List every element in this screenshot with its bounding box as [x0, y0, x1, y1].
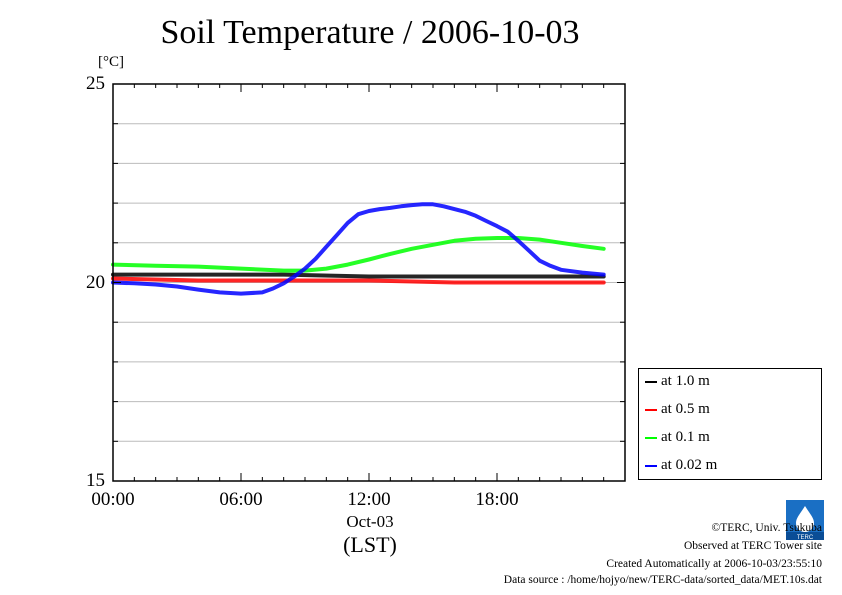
legend-label-01m: at 0.1 m: [661, 429, 710, 445]
x-tick-label: 00:00: [91, 489, 135, 510]
y-tick-label: 20: [86, 271, 105, 293]
logo-text: TERC: [797, 535, 814, 540]
legend-swatch-002m: [645, 464, 657, 467]
legend-swatch-1m: [645, 380, 657, 383]
footer-copyright: ©TERC, Univ. Tsukuba: [711, 522, 822, 534]
axes: [112, 83, 626, 482]
series-line-3: [111, 236, 606, 273]
x-tick-label: 12:00: [347, 489, 391, 510]
y-unit-label: [°C]: [98, 54, 124, 70]
x-tick-label: 06:00: [219, 489, 263, 510]
legend-label-05m: at 0.5 m: [661, 401, 710, 417]
legend-item-002m: at 0.02 m: [645, 457, 717, 474]
legend-label-1m: at 1.0 m: [661, 373, 710, 389]
x-tick-label: 18:00: [475, 489, 519, 510]
legend: at 1.0 m at 0.5 m at 0.1 m at 0.02 m: [638, 368, 822, 480]
series-line-1: [111, 272, 606, 279]
legend-label-002m: at 0.02 m: [661, 457, 718, 473]
x-date-label: Oct-03: [346, 512, 394, 531]
series-line-2: [111, 276, 606, 285]
series-line-4: [111, 202, 606, 296]
legend-item-05m: at 0.5 m: [645, 401, 710, 418]
footer-created: Created Automatically at 2006-10-03/23:5…: [606, 558, 822, 570]
terc-logo: TERC: [786, 500, 824, 540]
footer-site: Observed at TERC Tower site: [683, 540, 822, 552]
x-axis-label: (LST): [343, 532, 397, 557]
chart-title: Soil Temperature / 2006-10-03: [160, 14, 580, 51]
legend-item-1m: at 1.0 m: [645, 373, 710, 390]
legend-swatch-01m: [645, 436, 657, 439]
legend-item-01m: at 0.1 m: [645, 429, 710, 446]
footer-source: Data source : /home/hojyo/new/TERC-data/…: [503, 574, 822, 586]
series-lines: [111, 202, 606, 296]
y-tick-label: 25: [86, 73, 105, 94]
legend-swatch-05m: [645, 408, 657, 411]
y-tick-label: 15: [86, 470, 105, 491]
